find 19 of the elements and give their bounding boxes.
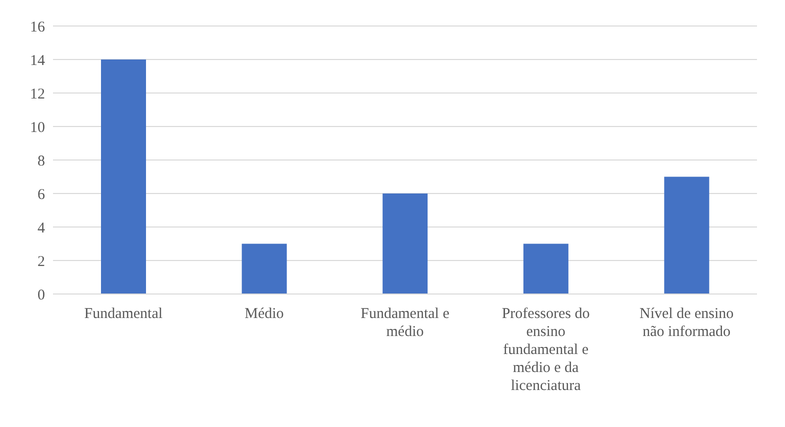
y-tick-label: 6 <box>38 186 46 203</box>
y-tick-label: 10 <box>30 120 45 136</box>
y-tick-label: 4 <box>38 220 46 236</box>
y-tick-label: 2 <box>38 254 45 270</box>
y-tick-label: 16 <box>30 19 46 36</box>
bar <box>523 244 568 294</box>
y-tick-label: 8 <box>38 153 45 170</box>
x-tick-label: Professores do ensino fundamental e médio e da licenciatura <box>502 306 590 394</box>
bar <box>101 60 146 294</box>
bar <box>382 194 428 294</box>
x-tick-label: Médio <box>244 306 284 322</box>
y-tick-label: 12 <box>30 86 45 102</box>
x-tick-label: Nível de ensino não informado <box>640 306 734 340</box>
x-tick-label: Fundamental e médio <box>360 306 450 340</box>
x-tick-label: Fundamental <box>84 306 163 322</box>
bar <box>242 244 287 294</box>
y-tick-label: 0 <box>38 287 45 304</box>
bar <box>664 176 710 294</box>
y-tick-label: 14 <box>30 52 46 69</box>
